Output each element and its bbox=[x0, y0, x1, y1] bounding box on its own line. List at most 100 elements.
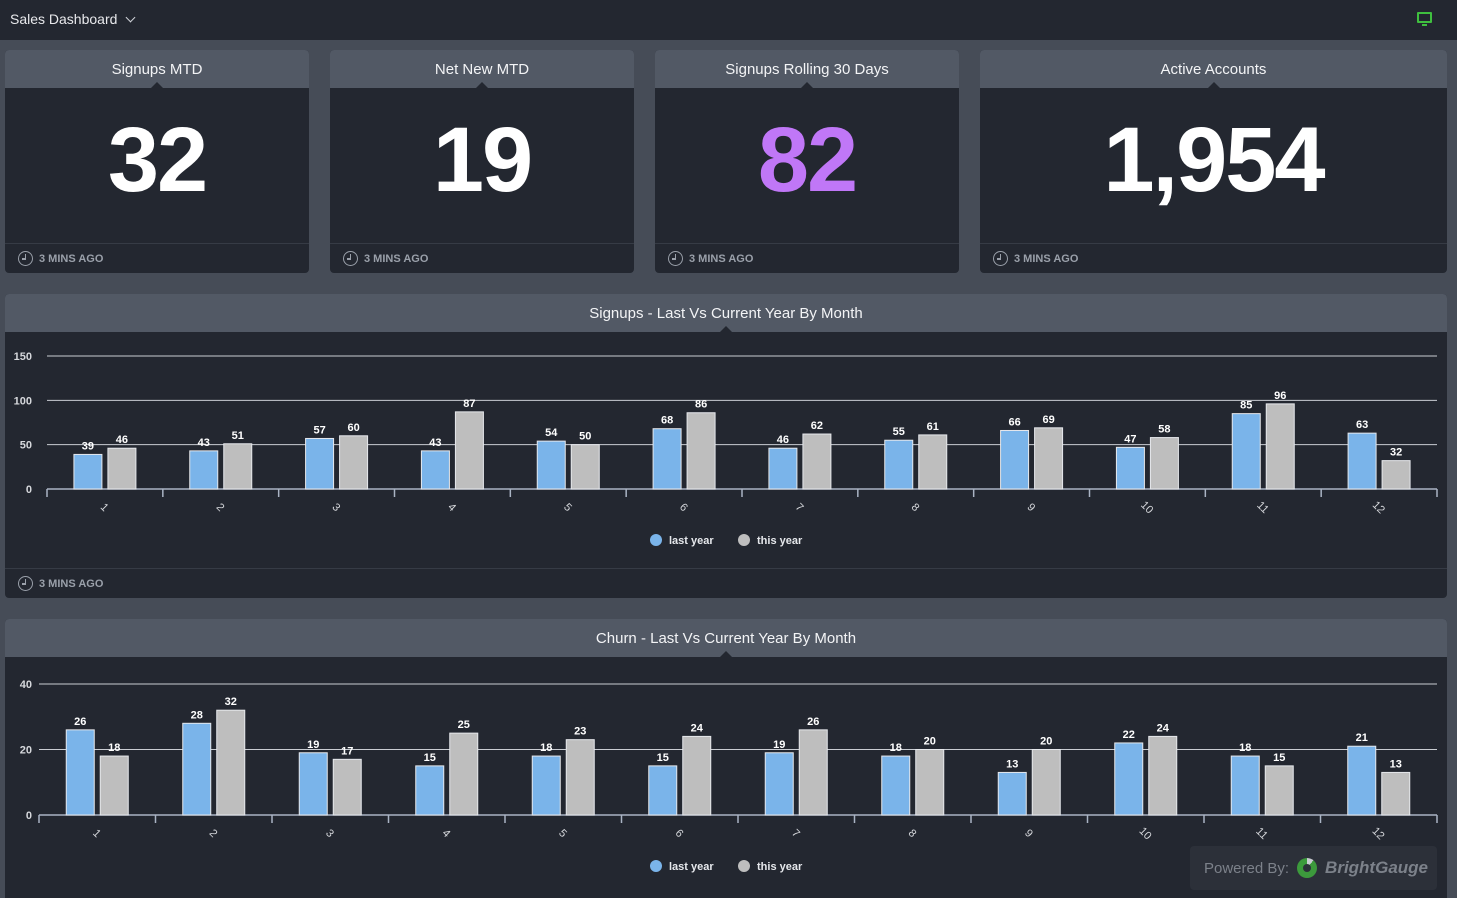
bar-last-year bbox=[65, 729, 95, 816]
bar-last-year bbox=[1230, 755, 1260, 816]
monitor-icon[interactable] bbox=[1417, 12, 1432, 26]
kpi-card-signups-rolling-30[interactable]: Signups Rolling 30 Days 82 3 MINS AGO bbox=[655, 50, 959, 273]
data-label: 66 bbox=[1008, 416, 1020, 428]
bar-last-year bbox=[997, 771, 1027, 816]
chart-title: Signups - Last Vs Current Year By Month bbox=[5, 294, 1447, 332]
bar-last-year bbox=[298, 752, 328, 816]
bar-this-year bbox=[1265, 403, 1295, 490]
kpi-card-signups-mtd[interactable]: Signups MTD 32 3 MINS AGO bbox=[5, 50, 309, 273]
dashboard-selector[interactable]: Sales Dashboard bbox=[10, 11, 136, 27]
kpi-value: 82 bbox=[757, 109, 858, 211]
bar-last-year bbox=[182, 722, 212, 816]
data-label: 96 bbox=[1274, 390, 1286, 402]
powered-by-badge[interactable]: Powered By: BrightGauge bbox=[1190, 846, 1437, 890]
bar-this-year bbox=[449, 732, 479, 816]
data-label: 26 bbox=[807, 716, 819, 728]
bar-this-year bbox=[454, 411, 484, 490]
data-label: 18 bbox=[890, 742, 902, 754]
legend-marker-last-year bbox=[650, 534, 662, 546]
last-updated: 3 MINS AGO bbox=[364, 252, 429, 265]
y-tick-label: 150 bbox=[14, 351, 32, 363]
bar-last-year bbox=[305, 437, 335, 490]
chart-title: Churn - Last Vs Current Year By Month bbox=[5, 619, 1447, 657]
data-label: 43 bbox=[429, 437, 441, 449]
x-tick-label: 12 bbox=[1369, 825, 1386, 842]
data-label: 25 bbox=[458, 719, 470, 731]
bar-this-year bbox=[570, 444, 600, 490]
x-tick-label: 9 bbox=[1024, 501, 1037, 514]
bar-last-year bbox=[648, 765, 678, 816]
data-label: 18 bbox=[540, 742, 552, 754]
data-label: 39 bbox=[82, 440, 94, 452]
churn-bar-chart: 0204026181283221917315254182351524619267… bbox=[20, 679, 1438, 873]
x-tick-label: 10 bbox=[1138, 499, 1155, 516]
x-tick-label: 4 bbox=[440, 827, 453, 840]
bar-this-year bbox=[798, 729, 828, 816]
churn-chart-widget[interactable]: Churn - Last Vs Current Year By Month 0 2… bbox=[5, 619, 1447, 898]
data-label: 69 bbox=[1042, 414, 1054, 426]
bar-last-year bbox=[420, 450, 450, 490]
kpi-title: Signups Rolling 30 Days bbox=[655, 50, 959, 88]
data-label: 68 bbox=[661, 415, 673, 427]
bar-this-year bbox=[565, 739, 595, 816]
kpi-card-net-new-mtd[interactable]: Net New MTD 19 3 MINS AGO bbox=[330, 50, 634, 273]
x-tick-label: 5 bbox=[556, 827, 569, 840]
bar-this-year bbox=[918, 434, 948, 490]
legend-marker-this-year bbox=[738, 534, 750, 546]
x-tick-label: 8 bbox=[906, 827, 919, 840]
bar-last-year bbox=[415, 765, 445, 816]
x-tick-label: 10 bbox=[1136, 825, 1153, 842]
bar-last-year bbox=[881, 755, 911, 816]
x-tick-label: 11 bbox=[1253, 825, 1270, 842]
x-tick-label: 1 bbox=[90, 827, 103, 840]
y-tick-label: 0 bbox=[26, 484, 32, 496]
bar-last-year bbox=[884, 439, 914, 490]
x-tick-label: 5 bbox=[561, 501, 574, 514]
data-label: 62 bbox=[811, 420, 823, 432]
last-updated: 3 MINS AGO bbox=[689, 252, 754, 265]
y-tick-label: 0 bbox=[26, 810, 32, 822]
data-label: 85 bbox=[1240, 400, 1252, 412]
data-label: 50 bbox=[579, 431, 591, 443]
data-label: 19 bbox=[773, 739, 785, 751]
bar-this-year bbox=[1031, 749, 1061, 816]
data-label: 32 bbox=[225, 696, 237, 708]
bar-last-year bbox=[1231, 413, 1261, 490]
bar-last-year bbox=[768, 447, 798, 490]
signups-chart-widget[interactable]: Signups - Last Vs Current Year By Month … bbox=[5, 294, 1447, 598]
legend-marker-last-year bbox=[650, 860, 662, 872]
bar-last-year bbox=[764, 752, 794, 816]
x-tick-label: 6 bbox=[673, 827, 686, 840]
last-updated: 3 MINS AGO bbox=[1014, 252, 1079, 265]
chevron-down-icon bbox=[125, 12, 136, 22]
clock-icon bbox=[993, 251, 1008, 266]
bar-this-year bbox=[1034, 427, 1064, 490]
data-label: 22 bbox=[1123, 729, 1135, 741]
bar-this-year bbox=[915, 749, 945, 816]
clock-icon bbox=[18, 576, 33, 591]
data-label: 20 bbox=[1040, 736, 1052, 748]
brand-name: BrightGauge bbox=[1325, 858, 1428, 877]
data-label: 23 bbox=[574, 726, 586, 738]
powered-by-label: Powered By: bbox=[1204, 859, 1290, 877]
clock-icon bbox=[343, 251, 358, 266]
last-updated: 3 MINS AGO bbox=[39, 577, 104, 590]
bar-last-year bbox=[73, 453, 103, 490]
bar-this-year bbox=[802, 433, 832, 490]
bar-this-year bbox=[1381, 771, 1411, 816]
data-label: 20 bbox=[924, 736, 936, 748]
data-label: 47 bbox=[1124, 433, 1136, 445]
kpi-value: 32 bbox=[107, 109, 208, 211]
x-tick-label: 7 bbox=[793, 501, 806, 514]
data-label: 15 bbox=[657, 752, 669, 764]
data-label: 13 bbox=[1006, 758, 1018, 770]
bar-this-year bbox=[107, 447, 137, 490]
data-label: 61 bbox=[927, 421, 939, 433]
data-label: 13 bbox=[1390, 758, 1402, 770]
data-label: 28 bbox=[191, 709, 203, 721]
kpi-card-active-accounts[interactable]: Active Accounts 1,954 3 MINS AGO bbox=[980, 50, 1447, 273]
data-label: 55 bbox=[893, 426, 905, 438]
data-label: 46 bbox=[116, 434, 128, 446]
bar-last-year bbox=[652, 428, 682, 490]
bar-last-year bbox=[531, 755, 561, 816]
